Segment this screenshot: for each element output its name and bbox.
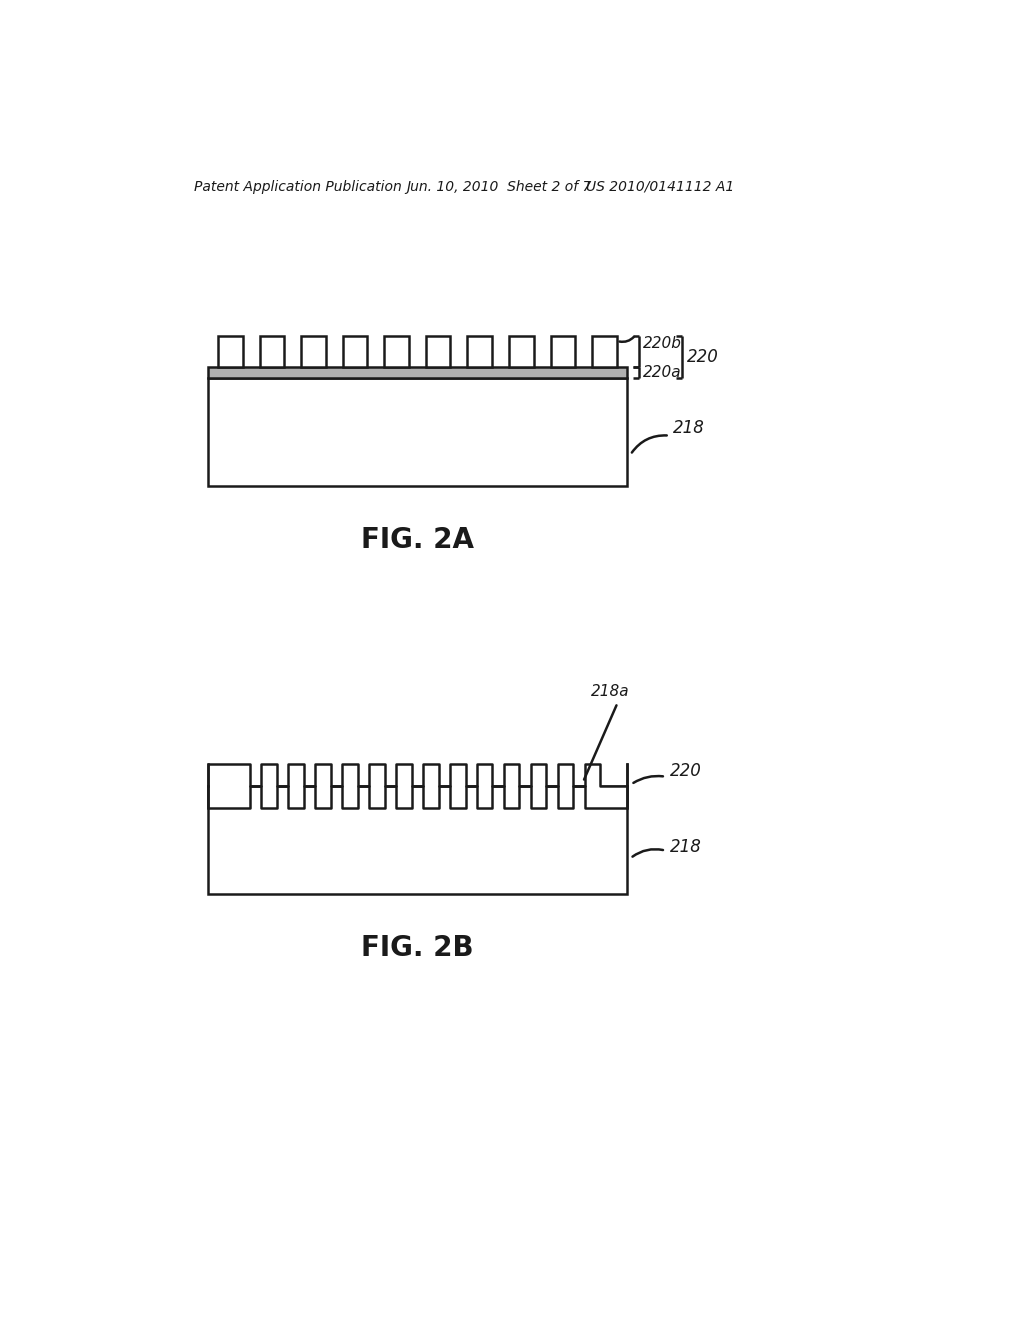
Text: 220b: 220b xyxy=(643,337,682,351)
Bar xyxy=(301,337,326,367)
Text: Patent Application Publication: Patent Application Publication xyxy=(194,180,401,194)
Text: 220: 220 xyxy=(686,348,719,366)
Text: FIG. 2B: FIG. 2B xyxy=(361,933,474,962)
Text: 220a: 220a xyxy=(643,364,681,380)
Bar xyxy=(426,337,451,367)
Bar xyxy=(259,337,285,367)
Bar xyxy=(208,367,628,378)
Text: 218: 218 xyxy=(670,838,701,855)
Bar xyxy=(384,337,409,367)
Text: FIG. 2A: FIG. 2A xyxy=(360,525,474,553)
Bar xyxy=(218,337,243,367)
Text: 218: 218 xyxy=(674,418,706,437)
Bar xyxy=(208,378,628,486)
Bar xyxy=(467,337,493,367)
Text: US 2010/0141112 A1: US 2010/0141112 A1 xyxy=(587,180,734,194)
Bar xyxy=(551,337,575,367)
Text: 220: 220 xyxy=(670,762,701,780)
Text: Jun. 10, 2010  Sheet 2 of 7: Jun. 10, 2010 Sheet 2 of 7 xyxy=(407,180,592,194)
Text: 218a: 218a xyxy=(591,684,629,698)
Bar xyxy=(208,785,628,894)
Polygon shape xyxy=(208,764,628,808)
Bar xyxy=(343,337,368,367)
Bar xyxy=(592,337,616,367)
Bar xyxy=(509,337,534,367)
